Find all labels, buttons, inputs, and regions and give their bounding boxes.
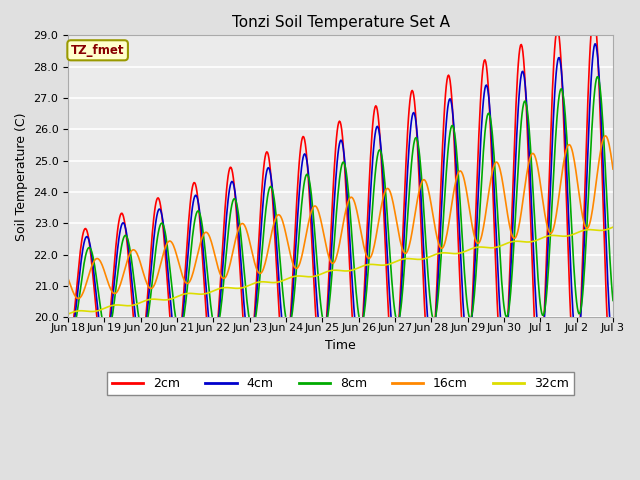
Text: TZ_fmet: TZ_fmet [71, 44, 124, 57]
Legend: 2cm, 4cm, 8cm, 16cm, 32cm: 2cm, 4cm, 8cm, 16cm, 32cm [107, 372, 574, 396]
Title: Tonzi Soil Temperature Set A: Tonzi Soil Temperature Set A [232, 15, 449, 30]
X-axis label: Time: Time [325, 339, 356, 352]
Y-axis label: Soil Temperature (C): Soil Temperature (C) [15, 112, 28, 240]
